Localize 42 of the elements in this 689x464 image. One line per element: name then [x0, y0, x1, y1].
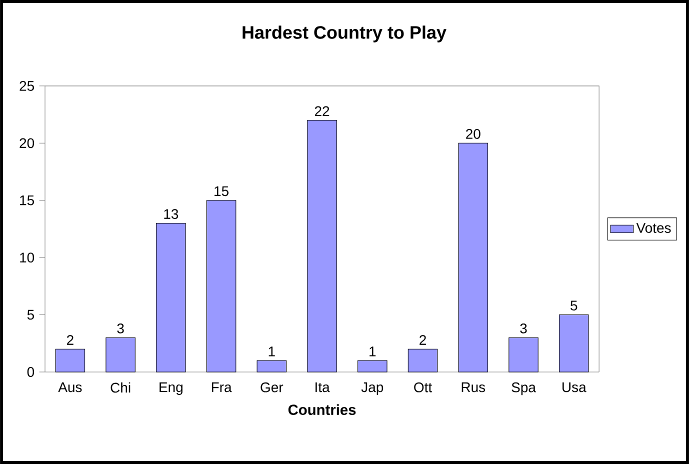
- x-tick-label: Ott: [414, 382, 432, 392]
- bar: [256, 360, 287, 372]
- bar: [106, 337, 136, 372]
- x-tick-label: Aus: [58, 382, 82, 392]
- chart-title: Hardest Country to Play: [242, 26, 446, 42]
- x-tick-label: Fra: [212, 382, 232, 392]
- x-tick-label: Jap: [361, 382, 384, 395]
- data-label: 2: [67, 335, 74, 345]
- bar: [206, 200, 236, 372]
- data-label: 22: [314, 106, 330, 116]
- y-tick-label: 25: [20, 80, 34, 91]
- data-label: 15: [214, 186, 228, 196]
- data-label: 20: [466, 128, 480, 139]
- y-tick-label: 5: [27, 310, 34, 320]
- legend-label: Votes: [636, 223, 671, 233]
- data-label: 2: [420, 335, 426, 345]
- data-label: 1: [370, 346, 376, 356]
- bar: [508, 337, 538, 372]
- bar: [156, 222, 186, 372]
- x-tick-label: Ger: [260, 382, 284, 392]
- bar: [55, 348, 86, 372]
- bar: [559, 314, 589, 372]
- y-tick-label: 15: [20, 195, 34, 206]
- data-label: 5: [570, 300, 578, 311]
- y-tick-label: 0: [27, 367, 34, 377]
- data-label: 1: [268, 346, 275, 356]
- bar: [358, 360, 388, 372]
- bar: [458, 142, 488, 372]
- x-tick-label: Spa: [512, 382, 536, 396]
- x-tick-label: Rus: [462, 382, 486, 392]
- bar: [307, 120, 337, 372]
- y-tick-label: 10: [20, 252, 34, 263]
- x-axis-title: Countries: [288, 404, 356, 415]
- data-label: 3: [117, 323, 124, 334]
- x-tick-label: Usa: [562, 382, 586, 392]
- bar: [408, 348, 438, 372]
- data-label: 13: [164, 209, 178, 219]
- data-label: 3: [520, 323, 527, 334]
- x-tick-label: Eng: [160, 382, 182, 395]
- x-tick-label: Ita: [316, 382, 330, 392]
- x-tick-label: Chi: [110, 382, 130, 393]
- y-tick-label: 20: [20, 138, 34, 148]
